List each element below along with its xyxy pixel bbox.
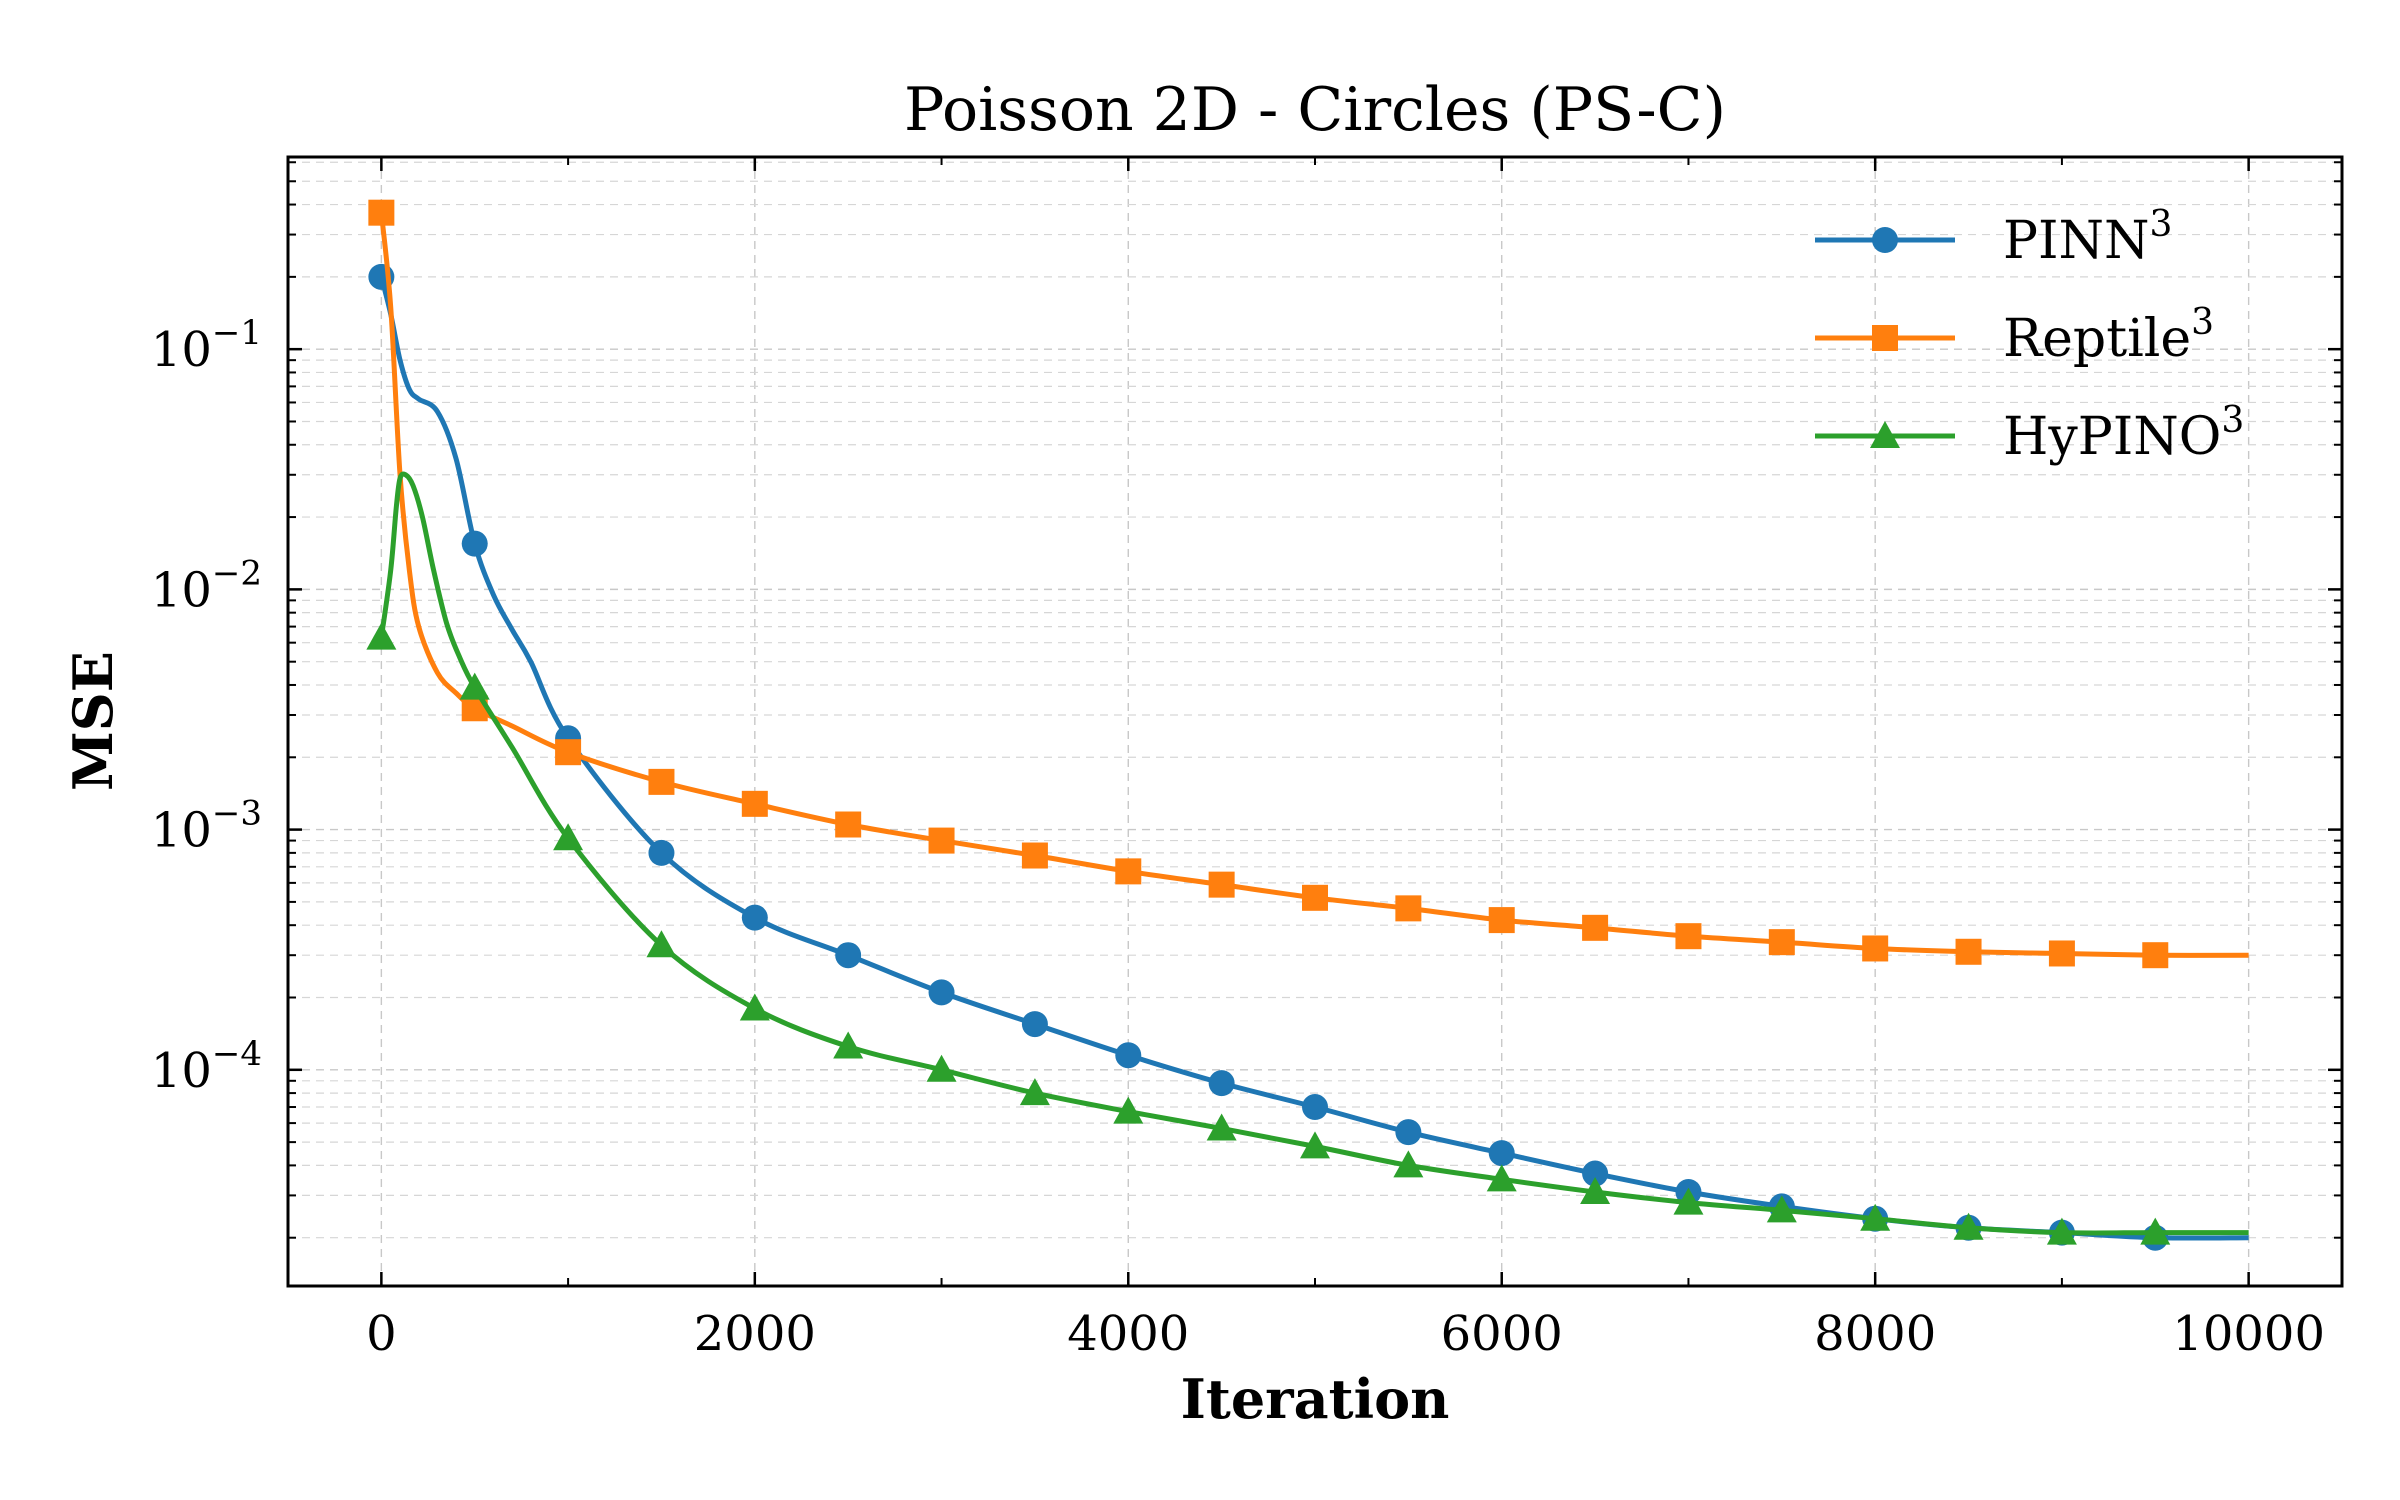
data-point: [1768, 929, 1795, 956]
data-point: [553, 823, 584, 851]
x-tick-label: 0: [366, 1306, 397, 1362]
data-point: [1019, 1078, 1050, 1106]
axis-ticks: 0 2000 4000 6000 8000 10000 10−4 10−3 10−2 10−1: [151, 157, 2342, 1362]
data-point: [1580, 1176, 1611, 1204]
x-axis-label: Iteration: [1181, 1367, 1450, 1431]
data-point: [1488, 1140, 1515, 1167]
data-point: [1862, 935, 1889, 962]
y-tick-label: 10−2: [151, 553, 262, 618]
data-point: [1208, 871, 1235, 898]
y-tick-label: 10−1: [151, 313, 262, 378]
legend-marker: [1872, 325, 1898, 351]
data-point: [1395, 895, 1422, 922]
data-point: [2046, 1217, 2077, 1245]
data-point: [459, 672, 490, 700]
data-point: [741, 904, 768, 931]
data-point: [368, 199, 395, 226]
legend-label: PINN3: [2003, 204, 2172, 271]
x-tick-label: 4000: [1067, 1306, 1189, 1362]
data-point: [835, 942, 862, 969]
data-point: [1953, 1212, 1984, 1240]
data-point: [1766, 1195, 1797, 1223]
legend-marker: [1872, 227, 1898, 253]
series-hypino: [366, 471, 2249, 1245]
data-point: [741, 790, 768, 817]
data-point: [1115, 858, 1142, 885]
y-axis-label: MSE: [61, 651, 125, 791]
series-line-hypino: [378, 471, 2249, 1236]
y-tick-label: 10−3: [151, 794, 262, 859]
data-point: [646, 930, 677, 958]
x-tick-label: 6000: [1441, 1306, 1563, 1362]
series-pinn: [368, 263, 2249, 1251]
chart-title: Poisson 2D - Circles (PS-C): [904, 75, 1726, 145]
data-point: [1113, 1096, 1144, 1124]
x-tick-label: 10000: [2172, 1306, 2325, 1362]
data-point: [835, 811, 862, 838]
x-tick-label: 8000: [1814, 1306, 1936, 1362]
data-point: [2142, 942, 2169, 969]
data-point: [1673, 1187, 1704, 1215]
legend-item-reptile: Reptile3: [1815, 302, 2214, 369]
legend-label: HyPINO3: [2003, 400, 2244, 467]
data-point: [928, 827, 955, 854]
data-point: [555, 739, 582, 766]
data-point: [1955, 938, 1982, 965]
data-point: [1582, 914, 1609, 941]
data-point: [928, 979, 955, 1006]
data-point: [1393, 1150, 1424, 1178]
data-point: [1208, 1070, 1235, 1097]
data-point: [1860, 1203, 1891, 1231]
plot-area: [366, 199, 2249, 1251]
legend-item-pinn: PINN3: [1815, 204, 2172, 271]
data-point: [2140, 1217, 2171, 1245]
data-point: [1486, 1164, 1517, 1192]
data-point: [1300, 1131, 1330, 1159]
data-point: [1206, 1113, 1237, 1141]
data-point: [1582, 1160, 1609, 1187]
legend: PINN3 Reptile3 HyPINO3: [1815, 204, 2244, 467]
data-point: [1395, 1119, 1422, 1146]
x-tick-label: 2000: [694, 1306, 816, 1362]
data-point: [739, 993, 770, 1021]
grid: [288, 157, 2342, 1286]
legend-item-hypino: HyPINO3: [1815, 400, 2244, 467]
data-point: [1675, 923, 1702, 950]
data-point: [1302, 884, 1328, 911]
series-reptile: [368, 199, 2249, 969]
legend-marker: [1870, 421, 1900, 448]
y-tick-label: 10−4: [151, 1034, 262, 1099]
data-point: [1488, 907, 1515, 934]
data-point: [1021, 842, 1048, 869]
data-point: [461, 530, 488, 557]
data-point: [648, 839, 675, 866]
data-point: [1302, 1094, 1328, 1121]
data-point: [1115, 1042, 1142, 1069]
data-point: [926, 1054, 957, 1082]
data-point: [2048, 940, 2075, 967]
data-point: [366, 622, 397, 650]
data-point: [1021, 1011, 1048, 1038]
data-point: [648, 768, 675, 795]
legend-label: Reptile3: [2003, 302, 2214, 369]
data-point: [833, 1031, 864, 1059]
